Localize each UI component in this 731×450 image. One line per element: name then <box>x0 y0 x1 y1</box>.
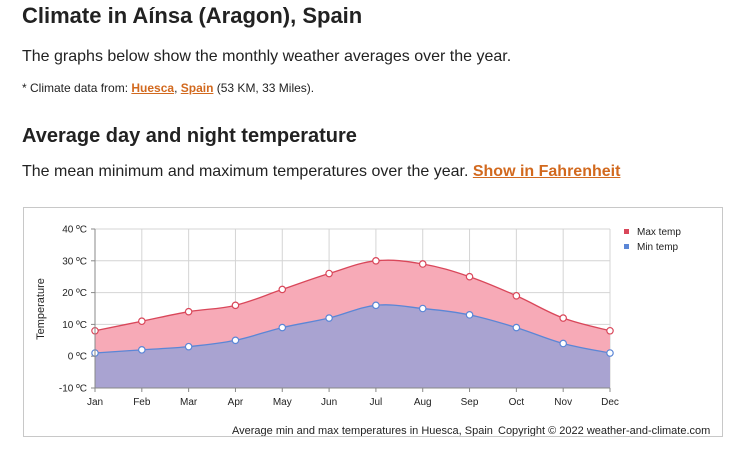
source-prefix: * Climate data from: <box>22 81 132 95</box>
series-line-1 <box>94 304 611 354</box>
legend: Max temp Min temp <box>624 227 681 253</box>
x-tick-label: Jun <box>321 397 337 408</box>
data-point <box>138 317 146 326</box>
data-point <box>418 304 427 313</box>
y-tick-label: -10 ºC <box>59 384 87 395</box>
source-link-huesca[interactable]: Huesca <box>131 81 175 95</box>
area-layer <box>95 260 610 388</box>
intro-text: The graphs below show the monthly weathe… <box>22 48 512 65</box>
temperature-chart: -10 ºC 0 ºC 10 ºC 20 ºC 30 ºC 40 ºC Jan Feb Mar A… <box>23 207 723 437</box>
series-line-0 <box>94 259 611 332</box>
data-point <box>512 323 521 332</box>
data-point <box>559 314 567 322</box>
y-tick-label: 20 ºC <box>62 288 87 299</box>
x-tick-label: May <box>273 397 292 408</box>
y-tick-label: 10 ºC <box>62 320 87 331</box>
x-tick-label: Jan <box>87 397 103 408</box>
section-description: The mean minimum and maximum temperature… <box>22 163 620 181</box>
y-axis-label: Temperature <box>35 278 47 340</box>
data-point <box>231 336 240 345</box>
data-point <box>606 326 614 335</box>
data-point <box>418 260 427 268</box>
chart-copyright: Copyright © 2022 weather-and-climate.com <box>498 425 710 436</box>
axis-layer: -10 ºC 0 ºC 10 ºC 20 ºC 30 ºC 40 ºC Jan Feb Mar A… <box>59 225 619 409</box>
data-point <box>278 323 287 332</box>
data-point <box>184 307 193 316</box>
data-point <box>184 342 193 351</box>
y-tick-label: 30 ºC <box>62 256 87 267</box>
x-tick-label: Apr <box>228 397 244 408</box>
source-line: * Climate data from: Huesca, Spain (53 K… <box>22 81 314 95</box>
data-point <box>278 285 287 294</box>
source-suffix: (53 KM, 33 Miles). <box>213 81 315 95</box>
data-point <box>325 314 333 322</box>
y-tick-label: 40 ºC <box>62 225 87 236</box>
data-point <box>372 301 380 310</box>
x-tick-label: Feb <box>133 397 151 408</box>
legend-label: Min temp <box>637 242 679 253</box>
y-tick-label: 0 ºC <box>68 352 87 363</box>
x-tick-label: Aug <box>414 397 432 408</box>
data-point <box>559 339 567 348</box>
line-layer <box>94 259 611 354</box>
x-tick-label: Dec <box>601 397 619 408</box>
data-point <box>606 349 614 357</box>
chart-svg: -10 ºC 0 ºC 10 ºC 20 ºC 30 ºC 40 ºC Jan Feb Mar A… <box>35 225 710 437</box>
source-link-spain[interactable]: Spain <box>180 81 214 95</box>
legend-label: Max temp <box>637 227 681 238</box>
data-point <box>372 256 380 265</box>
legend-swatch <box>624 229 629 234</box>
data-point <box>138 346 146 354</box>
section-title: Average day and night temperature <box>22 125 357 147</box>
data-point <box>325 269 333 278</box>
description-text: The mean minimum and maximum temperature… <box>22 163 473 180</box>
x-tick-label: Sep <box>461 397 479 408</box>
x-tick-label: Jul <box>370 397 383 408</box>
x-tick-label: Mar <box>180 397 198 408</box>
chart-caption: Average min and max temperatures in Hues… <box>232 425 493 436</box>
source-separator: , <box>174 81 181 95</box>
x-tick-label: Nov <box>554 397 572 408</box>
page-title: Climate in Aínsa (Aragon), Spain <box>22 3 363 28</box>
fahrenheit-toggle-link[interactable]: Show in Fahrenheit <box>472 163 621 180</box>
series-area-1 <box>95 304 610 388</box>
legend-swatch <box>624 244 629 249</box>
data-point <box>465 311 474 319</box>
x-tick-label: Oct <box>509 397 525 408</box>
data-point <box>512 291 521 300</box>
data-point <box>231 301 240 310</box>
data-point <box>465 272 474 281</box>
